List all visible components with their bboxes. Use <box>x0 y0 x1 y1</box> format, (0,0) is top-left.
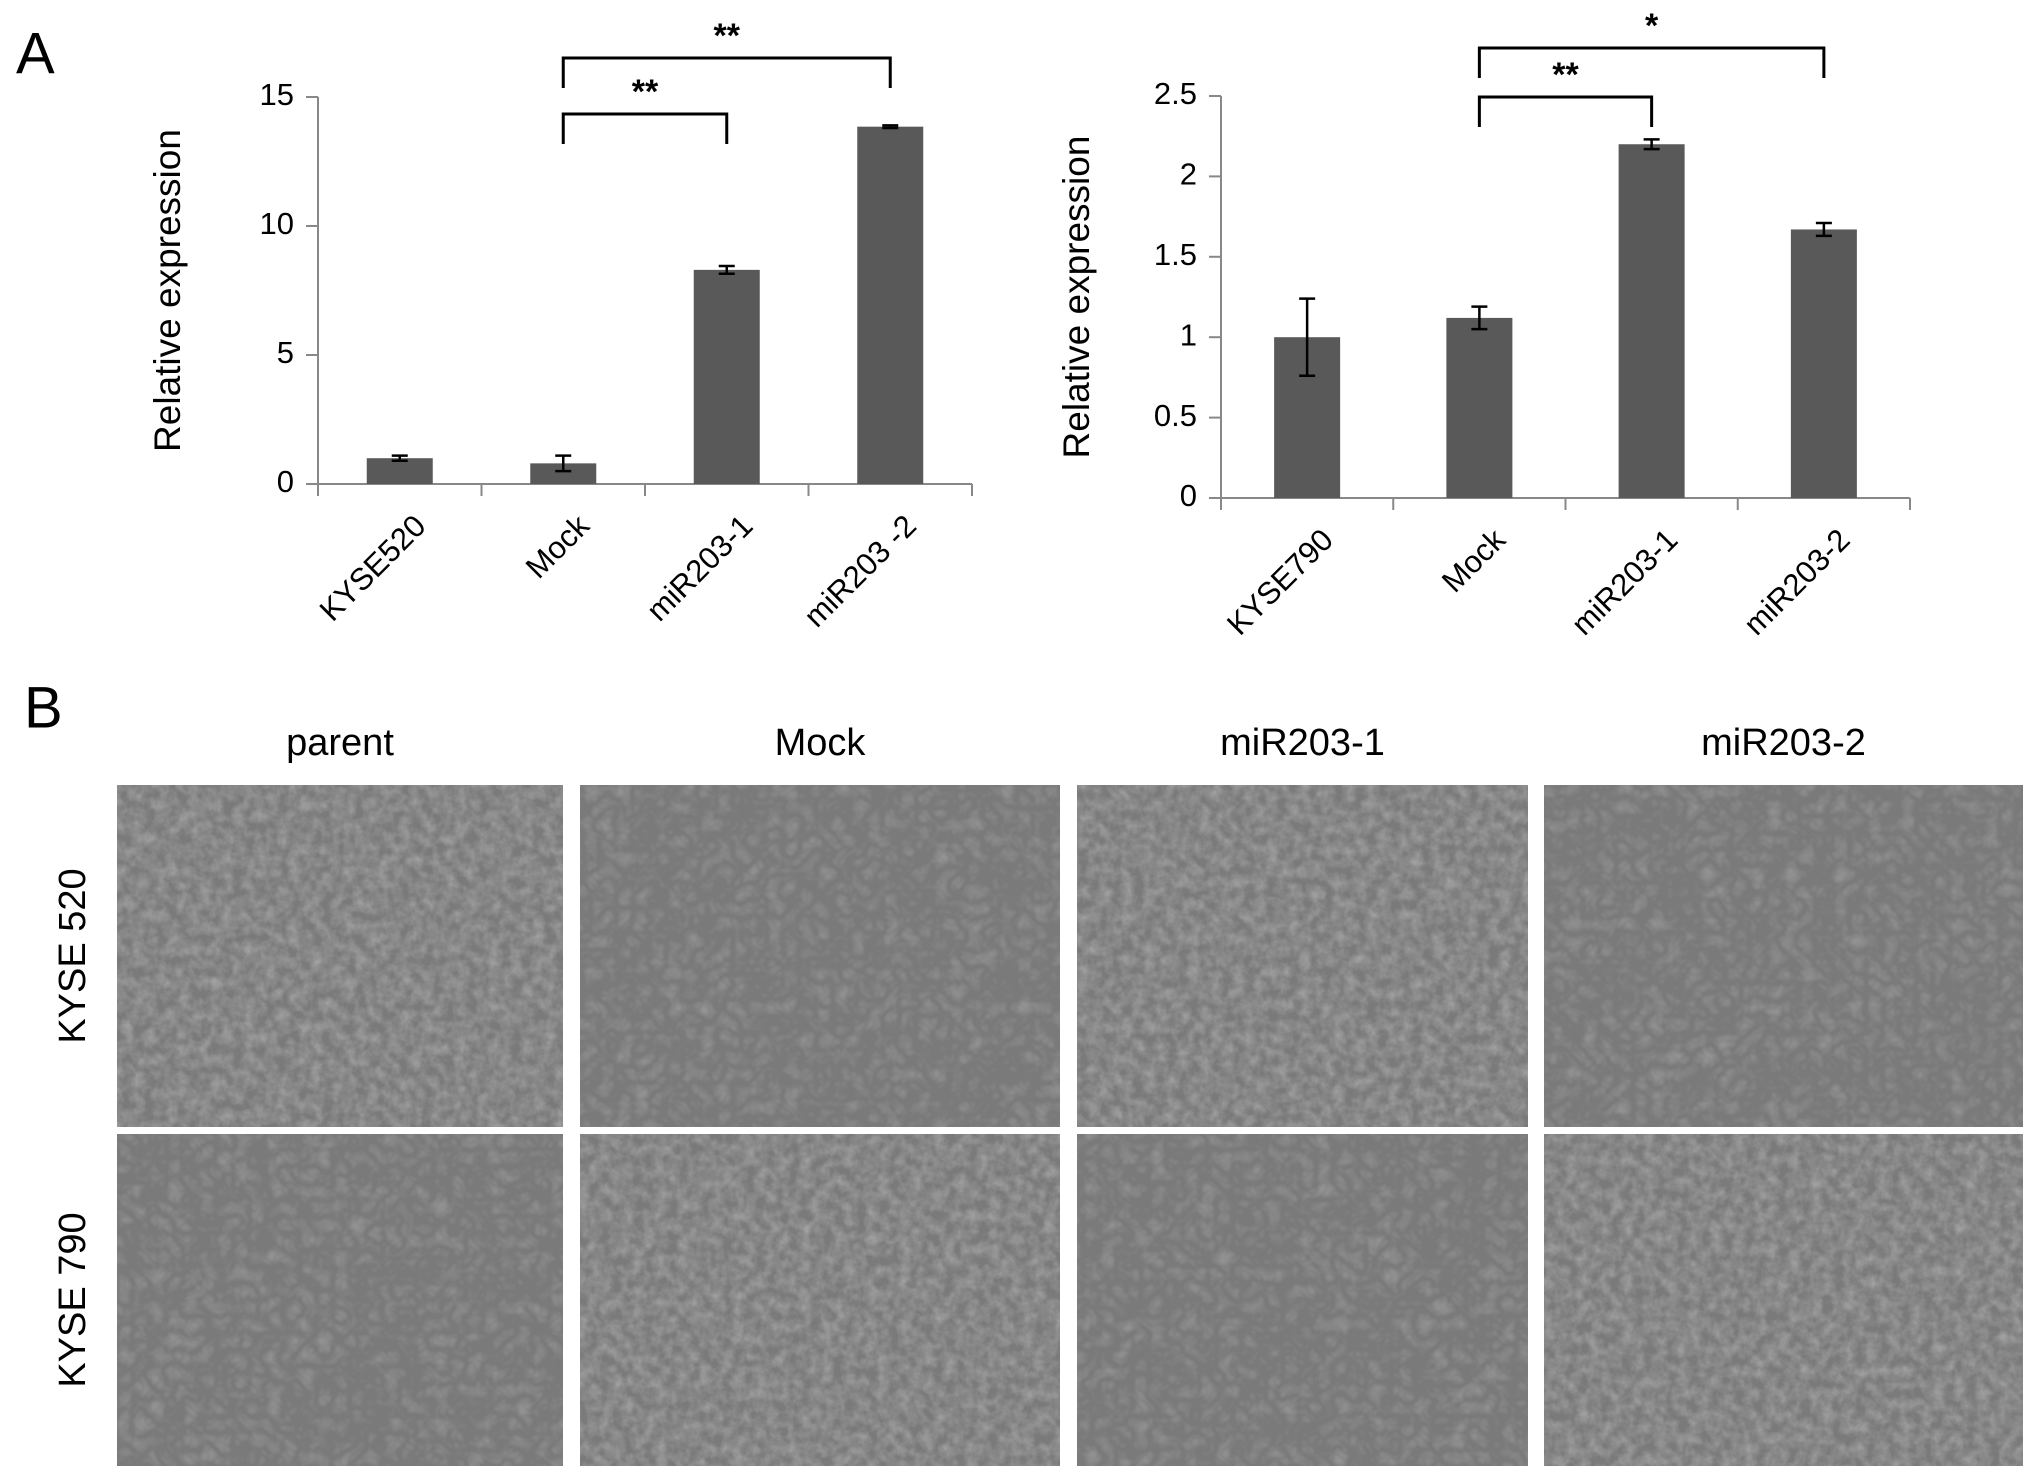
y-tick-label: 10 <box>260 206 294 241</box>
bar <box>530 463 597 484</box>
bar <box>1446 317 1513 498</box>
panel-label: A <box>16 21 55 86</box>
y-tick-label: 0 <box>277 464 294 499</box>
significance-bracket <box>561 56 892 88</box>
significance-label: ** <box>1552 56 1579 94</box>
y-axis-label: Relative expression <box>1056 136 1097 459</box>
error-bar <box>882 124 899 130</box>
y-tick-label: 0.5 <box>1154 398 1197 433</box>
significance-bracket <box>1477 46 1826 78</box>
y-tick-label: 15 <box>260 77 294 112</box>
column-header: miR203-1 <box>1220 722 1385 764</box>
x-tick-label: miR203-2 <box>1737 522 1857 642</box>
significance-label: ** <box>714 17 741 55</box>
x-tick-label: miR203-1 <box>640 508 760 628</box>
error-bar <box>391 454 408 463</box>
bar <box>693 269 760 484</box>
error-bar <box>1471 305 1488 331</box>
y-tick-label: 2.5 <box>1154 76 1197 111</box>
x-tick-label: Mock <box>1435 522 1512 599</box>
y-tick-label: 0 <box>1180 478 1197 513</box>
column-header: parent <box>286 722 394 764</box>
y-tick-label: 5 <box>277 335 294 370</box>
error-bar <box>1299 297 1316 378</box>
y-tick-label: 1 <box>1180 317 1197 352</box>
micrograph-texture <box>1544 785 2023 1127</box>
x-tick-label: KYSE790 <box>1220 522 1340 642</box>
bar <box>857 126 924 485</box>
micrograph-texture <box>580 785 1060 1127</box>
significance-label: * <box>1645 7 1659 45</box>
x-tick-label: miR203-1 <box>1565 522 1685 642</box>
column-header: miR203-2 <box>1701 722 1866 764</box>
row-label: KYSE 520 <box>52 868 94 1043</box>
micrograph-texture <box>1544 1134 2023 1466</box>
y-axis-label: Relative expression <box>147 129 188 452</box>
bar <box>1618 144 1685 499</box>
x-tick-label: Mock <box>519 508 596 585</box>
x-tick-label: KYSE520 <box>313 508 433 628</box>
row-label: KYSE 790 <box>52 1212 94 1387</box>
bar <box>1790 229 1857 499</box>
significance-bracket <box>1477 95 1654 127</box>
significance-label: ** <box>632 73 659 111</box>
y-tick-label: 2 <box>1180 157 1197 192</box>
error-bar <box>555 454 572 473</box>
error-bar <box>1643 138 1660 151</box>
error-bar <box>718 264 735 275</box>
micrograph-texture <box>117 785 563 1127</box>
micrograph-texture <box>580 1134 1060 1466</box>
error-bar <box>1815 221 1832 238</box>
panel-label: B <box>24 675 63 740</box>
micrograph-texture <box>1077 785 1528 1127</box>
column-header: Mock <box>775 722 867 764</box>
bar <box>366 458 433 484</box>
x-tick-label: miR203 -2 <box>797 508 923 634</box>
micrograph-texture <box>117 1134 563 1466</box>
significance-bracket <box>561 112 729 144</box>
micrograph-texture <box>1077 1134 1528 1466</box>
y-tick-label: 1.5 <box>1154 237 1197 272</box>
